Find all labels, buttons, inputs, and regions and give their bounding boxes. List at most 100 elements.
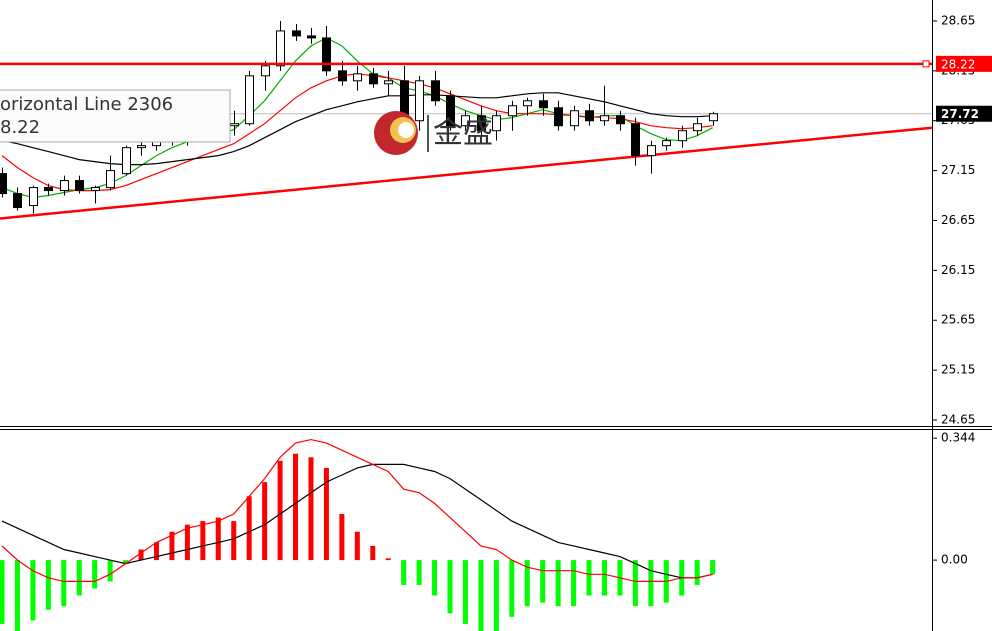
horizontal-line-marker: [922, 60, 930, 68]
price-label-box: [936, 105, 992, 122]
histogram-bar: [76, 560, 82, 596]
histogram-bar: [478, 560, 484, 631]
candle-body: [709, 113, 718, 122]
y-tick-label: 26.65: [941, 213, 975, 227]
candle-body: [539, 100, 548, 109]
watermark-text: 金盛: [433, 116, 493, 151]
indicator-line: [1, 463, 713, 579]
candle-body: [631, 123, 640, 157]
histogram-bar: [123, 560, 129, 564]
candle-body: [446, 95, 455, 127]
candle-body: [276, 30, 285, 67]
histogram-bar: [509, 560, 515, 617]
candle-body: [508, 105, 517, 117]
candle-body: [369, 73, 378, 85]
histogram-bar: [586, 560, 592, 596]
histogram-bar: [416, 560, 422, 585]
histogram-bar: [138, 549, 144, 561]
y-tick-label: 24.65: [941, 413, 975, 427]
watermark-logo: [398, 122, 414, 138]
candle-body: [678, 130, 687, 142]
histogram-bar: [694, 560, 700, 585]
y-tick-label: 0.344: [941, 431, 975, 445]
histogram-bar: [447, 560, 453, 614]
histogram-bar: [246, 496, 252, 561]
candle-body: [13, 193, 22, 209]
histogram-bar: [462, 560, 468, 624]
candle-body: [75, 180, 84, 192]
histogram-bar: [401, 560, 407, 585]
y-tick-label: 26.15: [941, 263, 975, 277]
histogram-bar: [370, 545, 376, 561]
candle-body: [431, 80, 440, 102]
histogram-bar: [107, 560, 113, 582]
histogram-bar: [432, 560, 438, 596]
candle-body: [245, 75, 254, 125]
price-label-box: [936, 55, 992, 72]
candle-body: [415, 80, 424, 122]
histogram-bar: [293, 453, 299, 561]
candle-body: [91, 187, 100, 192]
histogram-bar: [30, 560, 36, 621]
histogram-bar: [648, 560, 654, 607]
candle-body: [600, 115, 609, 122]
candle-body: [554, 107, 563, 127]
histogram-bar: [632, 560, 638, 607]
histogram-bar: [184, 524, 190, 561]
histogram-bar: [354, 531, 360, 561]
candle-body: [461, 115, 470, 127]
histogram-bar: [169, 531, 175, 561]
y-tick-label: 25.15: [941, 363, 975, 377]
candle-body: [29, 187, 38, 207]
candle-body: [106, 170, 115, 189]
histogram-bar: [262, 482, 268, 561]
candle-body: [307, 35, 316, 39]
histogram-bar: [339, 514, 345, 561]
histogram-bar: [710, 560, 716, 575]
histogram-bar: [61, 560, 67, 607]
histogram-bar: [200, 521, 206, 561]
histogram-bar: [493, 560, 499, 631]
candle-body: [0, 173, 7, 195]
tooltip-text: orizontal Line 2306: [0, 94, 173, 115]
y-tick-label: 25.65: [941, 313, 975, 327]
histogram-bar: [308, 457, 314, 561]
histogram-bar: [601, 560, 607, 596]
histogram-bar: [153, 542, 159, 561]
histogram-bar: [555, 560, 561, 607]
candle-body: [585, 110, 594, 122]
histogram-bar: [215, 517, 221, 561]
y-tick-label: 0.00: [941, 553, 968, 567]
trend-line: [0, 126, 933, 220]
tooltip-text: 8.22: [0, 117, 40, 138]
candle-body: [492, 115, 501, 132]
candle-body: [693, 123, 702, 132]
histogram-bar: [385, 558, 391, 561]
histogram-bar: [92, 560, 98, 589]
histogram-bar: [323, 467, 329, 561]
histogram-bar: [0, 560, 5, 624]
last-price-label: 27.72: [941, 107, 979, 121]
candle-body: [292, 30, 301, 37]
histogram-bar: [14, 560, 20, 631]
hline-price-label: 28.22: [941, 57, 975, 71]
candle-body: [230, 123, 239, 127]
candle-body: [322, 37, 331, 72]
histogram-bar: [277, 460, 283, 561]
candle-body: [44, 187, 53, 192]
candle-body: [384, 80, 393, 85]
y-tick-label: 28.65: [941, 13, 975, 27]
candle-body: [523, 100, 532, 107]
histogram-bar: [571, 560, 577, 607]
candle-body: [137, 145, 146, 149]
candle-body: [570, 110, 579, 127]
candle-body: [616, 115, 625, 125]
candle-body: [261, 65, 270, 77]
histogram-bar: [45, 560, 51, 610]
tooltip-box: [0, 89, 231, 143]
candle-body: [647, 145, 656, 157]
histogram-bar: [231, 521, 237, 561]
histogram-bar: [540, 560, 546, 603]
indicator-line: [1, 92, 713, 166]
